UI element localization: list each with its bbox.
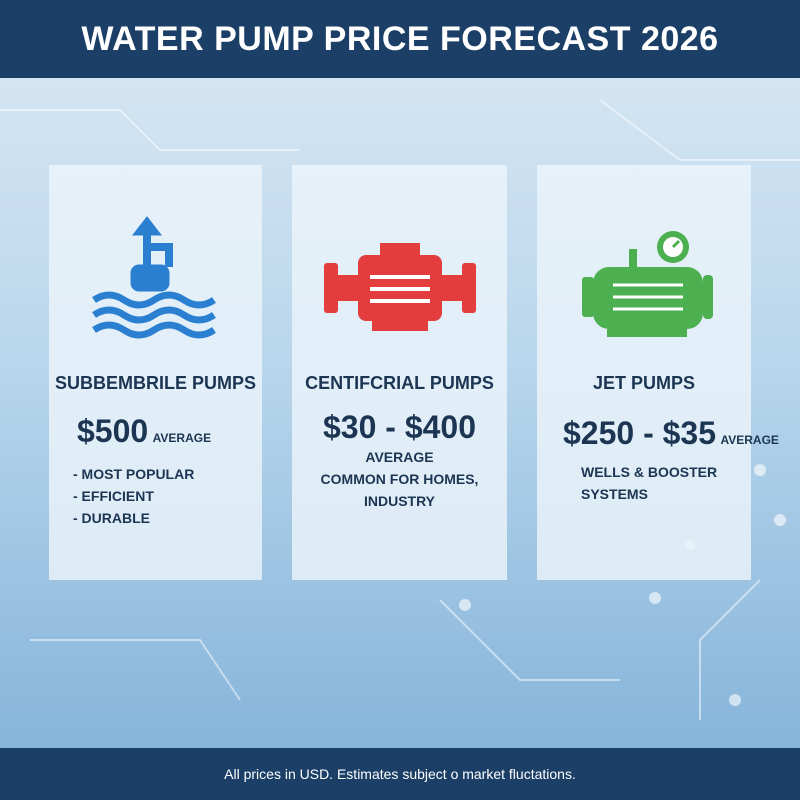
price: $500 <box>77 413 149 449</box>
price-note: AVERAGE <box>365 449 434 465</box>
detail: INDUSTRY <box>363 493 436 509</box>
detail: COMMON FOR HOMES, <box>320 471 479 487</box>
submersible-icon <box>92 216 216 339</box>
detail: SYSTEMS <box>581 486 648 502</box>
price: $250 - $35 <box>563 415 717 451</box>
card-name: SUBBEMBRILE PUMPS <box>54 373 256 393</box>
footer-note: All prices in USD. Estimates subject o m… <box>0 748 800 800</box>
header-title: WATER PUMP PRICE FORECAST 2026 <box>0 0 800 78</box>
detail: WELLS & BOOSTER <box>581 464 718 480</box>
card: SUBBEMBRILE PUMPS $500 AVERAGE - MOST PO… <box>49 165 262 580</box>
price-note: AVERAGE <box>720 433 779 447</box>
detail: - DURABLE <box>73 510 150 526</box>
card: CENTIFCRIAL PUMPS $30 - $400 AVERAGE COM… <box>292 165 507 580</box>
price: $30 - $400 <box>322 409 476 445</box>
card-name: CENTIFCRIAL PUMPS <box>305 373 494 393</box>
price-note: AVERAGE <box>152 431 212 445</box>
detail: - EFFICIENT <box>73 488 154 504</box>
detail: - MOST POPULAR <box>73 466 195 482</box>
card-name: JET PUMPS <box>592 373 696 393</box>
centrifugal-icon <box>324 243 476 331</box>
card: JET PUMPS $250 - $35 AVERAGE WELLS & BOO… <box>537 165 779 580</box>
jet-icon <box>582 231 713 337</box>
